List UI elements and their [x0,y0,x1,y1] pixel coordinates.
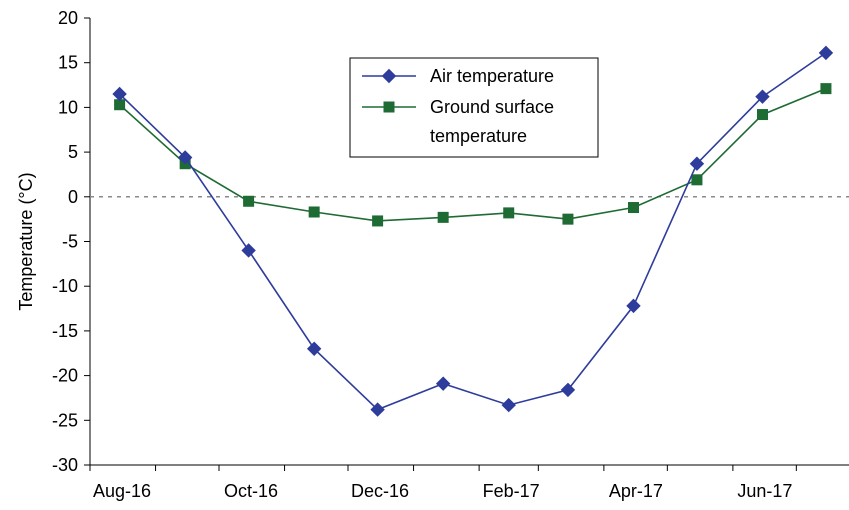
y-tick-label: -30 [52,455,78,475]
x-tick-label: Feb-17 [483,481,540,501]
y-tick-label: 5 [68,142,78,162]
air-data-point [501,397,516,413]
y-tick-label: -5 [62,232,78,252]
ground-data-point [308,206,320,218]
y-axis-title: Temperature (°C) [16,172,36,310]
ground-data-point [627,202,639,214]
ground-data-point [243,195,255,207]
ground-data-point [756,109,768,121]
ground-data-point [503,207,515,219]
air-data-point [560,382,576,398]
y-tick-label: -25 [52,410,78,430]
series-line-air [119,52,827,411]
y-tick-label: 10 [58,97,78,117]
air-data-point [112,86,127,102]
ground-data-point [691,174,703,186]
air-data-point [755,89,770,104]
air-data-point [626,298,641,314]
air-data-point [818,45,834,61]
y-tick-label: 20 [58,8,78,28]
air-data-point [435,376,451,391]
y-tick-label: -15 [52,321,78,341]
air-data-point [370,402,385,417]
x-tick-label: Oct-16 [224,481,278,501]
y-tick-label: 15 [58,53,78,73]
y-tick-label: 0 [68,187,78,207]
x-tick-label: Aug-16 [93,481,151,501]
ground-data-point [820,83,832,95]
x-tick-label: Dec-16 [351,481,409,501]
legend-label: Air temperature [430,66,554,86]
legend-swatch-marker [381,68,397,84]
legend-label: temperature [430,126,527,146]
air-data-point [306,341,322,356]
ground-data-point [372,215,384,227]
air-data-point [689,156,705,171]
legend-label: Ground surface [430,97,554,117]
legend-swatch-marker [383,101,395,113]
ground-data-point [562,213,574,225]
air-data-point [241,243,256,258]
air-data-point [177,150,193,165]
x-tick-label: Jun-17 [737,481,792,501]
series-line-ground [119,87,827,222]
ground-data-point [114,99,126,111]
ground-data-point [437,211,449,223]
x-tick-label: Apr-17 [609,481,663,501]
y-tick-label: -10 [52,276,78,296]
y-tick-label: -20 [52,366,78,386]
